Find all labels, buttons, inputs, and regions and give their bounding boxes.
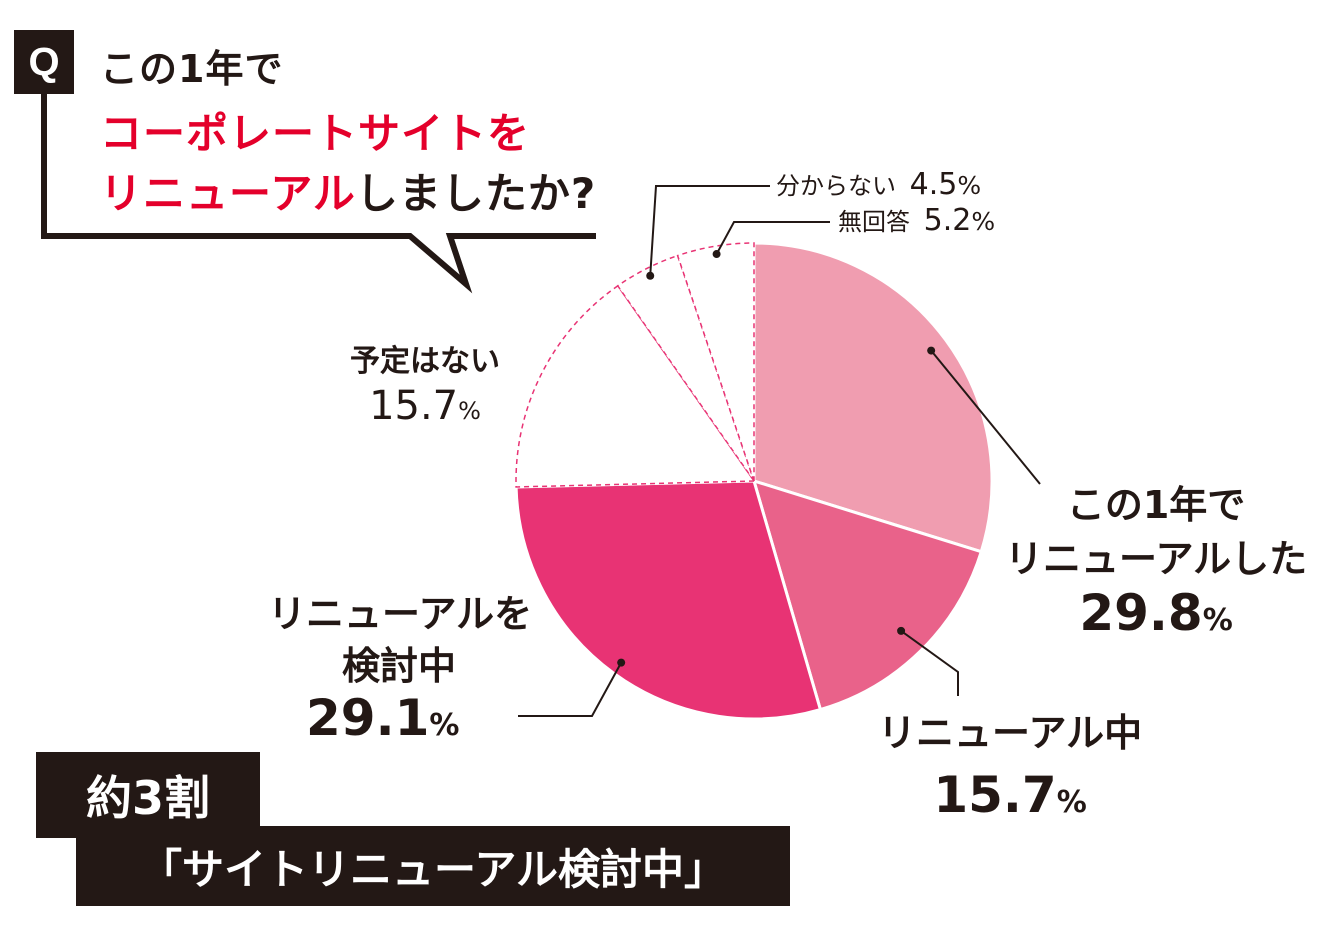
leader-line-dont-know	[649, 185, 770, 276]
question-highlight: リニューアル	[100, 169, 356, 218]
label-dont-know-pct: 4.5%	[909, 167, 982, 202]
label-considering-pct: 29.1%	[306, 689, 460, 747]
label-renewed: この1年で リニューアルした 29.8%	[1005, 478, 1307, 648]
leader-line-renewed	[930, 349, 1041, 485]
label-no-plan-pct: 15.7%	[369, 383, 481, 429]
question-line-3-rest: しましたか?	[355, 169, 597, 218]
label-dont-know-name: 分からない	[776, 172, 896, 200]
label-considering: リニューアルを 検討中 29.1%	[268, 588, 532, 752]
question-line-2: コーポレートサイトを	[100, 109, 531, 158]
summary-banner-top: 約3割	[36, 752, 260, 838]
summary-banner-bottom: 「サイトリニューアル検討中」	[76, 826, 790, 906]
pie-slice-no-answer	[676, 242, 755, 482]
label-renewed-line1: この1年で	[1066, 483, 1246, 527]
leader-line-considering	[518, 662, 623, 717]
label-no-plan: 予定はない 15.7%	[350, 340, 500, 433]
label-renewed-pct: 29.8%	[1079, 584, 1233, 642]
label-no-answer: 無回答 5.2%	[838, 202, 995, 238]
pie-slice-dont-know	[616, 254, 755, 482]
pie-slice-renewed	[752, 241, 994, 554]
label-dont-know: 分からない 4.5%	[776, 166, 981, 202]
leader-line-in-progress	[900, 630, 959, 696]
label-renewed-line2: リニューアルした	[1005, 537, 1308, 581]
leader-line-no-answer	[715, 221, 830, 255]
label-in-progress-pct: 15.7%	[933, 766, 1087, 824]
pie-slice-considering	[514, 479, 823, 721]
question-line-1: この1年で	[100, 47, 284, 91]
label-no-plan-line1: 予定はない	[350, 344, 500, 379]
label-in-progress-line1: リニューアル中	[878, 711, 1143, 755]
label-no-answer-name: 無回答	[838, 208, 910, 236]
label-in-progress: リニューアル中 15.7%	[878, 702, 1142, 834]
label-considering-line2: 検討中	[342, 644, 457, 688]
question-line-3: リニューアルしましたか?	[100, 160, 596, 221]
pie-slice-in-progress	[751, 478, 984, 712]
label-considering-line1: リニューアルを	[268, 592, 533, 636]
pie-slice-no-plan	[515, 284, 756, 488]
question-badge: Q	[14, 30, 74, 94]
label-no-answer-pct: 5.2%	[923, 203, 996, 238]
